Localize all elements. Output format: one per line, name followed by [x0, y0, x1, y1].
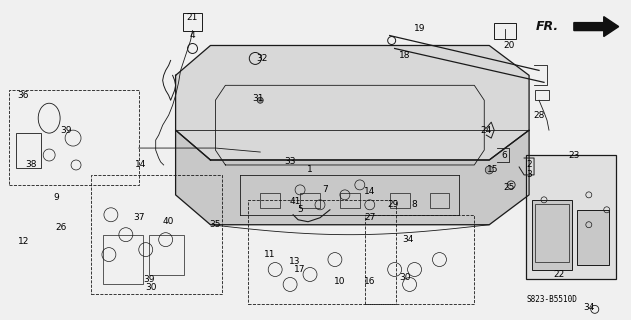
Bar — [365, 215, 475, 304]
Text: FR.: FR. — [536, 20, 559, 33]
Text: 39: 39 — [143, 275, 155, 284]
Text: 23: 23 — [568, 150, 579, 160]
Text: 1: 1 — [307, 165, 313, 174]
Bar — [9, 90, 139, 185]
Text: 17: 17 — [294, 265, 306, 274]
Circle shape — [485, 166, 493, 174]
Polygon shape — [574, 17, 618, 36]
Text: 40: 40 — [163, 217, 174, 226]
Polygon shape — [175, 130, 529, 225]
Text: 4: 4 — [190, 31, 196, 40]
Bar — [300, 193, 320, 208]
Text: 9: 9 — [53, 193, 59, 202]
Text: 21: 21 — [187, 13, 198, 22]
Text: 13: 13 — [290, 257, 301, 266]
Text: 7: 7 — [322, 185, 328, 194]
Bar — [260, 193, 280, 208]
Text: 15: 15 — [487, 165, 498, 174]
Text: 34: 34 — [583, 303, 594, 312]
Text: 38: 38 — [25, 160, 37, 170]
Bar — [577, 210, 609, 265]
Text: 14: 14 — [135, 160, 146, 170]
Text: 35: 35 — [209, 220, 221, 229]
Text: 24: 24 — [481, 126, 492, 135]
Text: 3: 3 — [526, 171, 532, 180]
Text: 36: 36 — [18, 91, 29, 100]
Text: 10: 10 — [334, 277, 346, 286]
Text: 26: 26 — [56, 223, 67, 232]
Text: 30: 30 — [399, 273, 410, 282]
Text: 27: 27 — [364, 213, 375, 222]
Bar — [16, 133, 41, 168]
Text: 16: 16 — [364, 277, 375, 286]
Bar — [149, 235, 184, 275]
Text: 41: 41 — [290, 197, 301, 206]
Bar — [340, 193, 360, 208]
Bar — [535, 90, 549, 100]
Text: 22: 22 — [553, 270, 565, 279]
Text: 31: 31 — [252, 94, 264, 103]
Text: 32: 32 — [257, 54, 268, 63]
Text: 6: 6 — [501, 150, 507, 160]
Text: 20: 20 — [504, 41, 515, 50]
Circle shape — [257, 97, 263, 103]
Polygon shape — [175, 45, 529, 160]
Text: 14: 14 — [364, 188, 375, 196]
Text: 34: 34 — [402, 235, 413, 244]
Text: 29: 29 — [387, 200, 398, 209]
Text: S823-B5510D: S823-B5510D — [526, 295, 577, 304]
Bar — [526, 155, 616, 279]
Text: 11: 11 — [264, 250, 276, 259]
Bar — [494, 23, 516, 38]
Text: 18: 18 — [399, 51, 410, 60]
Bar — [91, 175, 222, 294]
Text: 5: 5 — [297, 205, 303, 214]
Bar — [532, 200, 572, 269]
Text: 2: 2 — [526, 160, 532, 170]
Text: 12: 12 — [18, 237, 29, 246]
Text: 37: 37 — [133, 213, 144, 222]
Text: 8: 8 — [411, 200, 418, 209]
Text: 30: 30 — [145, 283, 156, 292]
Bar — [103, 235, 143, 284]
Text: 28: 28 — [533, 111, 545, 120]
Text: 19: 19 — [414, 24, 425, 33]
Text: 25: 25 — [504, 183, 515, 192]
Bar — [182, 13, 203, 31]
Bar — [390, 193, 410, 208]
Bar — [535, 204, 569, 261]
Text: 33: 33 — [285, 157, 296, 166]
Text: 39: 39 — [61, 126, 72, 135]
Bar — [248, 200, 396, 304]
Bar — [430, 193, 449, 208]
